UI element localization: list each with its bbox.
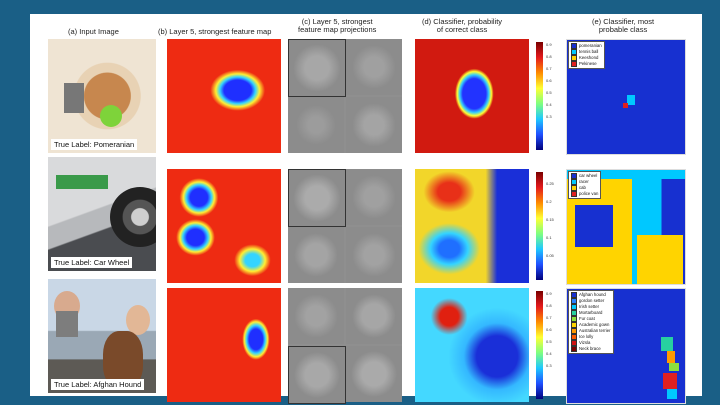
legend-swatch (571, 340, 577, 346)
legend-swatch (571, 173, 577, 179)
legend-swatch (571, 179, 577, 185)
legend-swatch (571, 185, 577, 191)
colorbar-3 (536, 291, 543, 399)
colorbar-1 (536, 42, 543, 150)
green-ball (100, 105, 122, 127)
header-most-probable: (e) Classifier, most probable class (592, 17, 655, 34)
input-image-afghan-hound: True Label: Afghan Hound (48, 279, 156, 393)
legend-swatch (571, 43, 577, 49)
legend-swatch (571, 346, 577, 352)
header-input-image: (a) Input Image (68, 27, 119, 36)
legend-swatch (571, 61, 577, 67)
legend-1: pomeranian tennis ball Keeshond Pekinese (568, 41, 605, 69)
colorbar-ticks-2: 0.25 0.2 0.15 0.1 0.05 (546, 181, 554, 258)
true-label: True Label: Afghan Hound (51, 379, 145, 390)
legend-swatch (571, 310, 577, 316)
input-image-car-wheel: True Label: Car Wheel (48, 157, 156, 271)
colorbar-ticks-1: 0.9 0.8 0.7 0.6 0.5 0.4 0.3 (546, 42, 552, 119)
feature-map-2 (167, 169, 281, 283)
occluder-square (56, 311, 78, 337)
dekra-logo (56, 175, 108, 189)
legend-swatch (571, 49, 577, 55)
legend-swatch (571, 298, 577, 304)
legend-swatch (571, 328, 577, 334)
wheel-shape (110, 187, 156, 247)
header-projections: (c) Layer 5, strongest feature map projec… (298, 17, 377, 34)
legend-3: Afghan hound gordon setter Irish setter … (568, 290, 614, 354)
occluder-square (64, 83, 84, 113)
feature-map-3 (167, 288, 281, 402)
true-label: True Label: Pomeranian (51, 139, 138, 150)
legend-2: car wheel racer cab police van (568, 171, 602, 199)
legend-swatch (571, 322, 577, 328)
projections-1 (288, 39, 402, 153)
projections-2 (288, 169, 402, 283)
legend-swatch (571, 316, 577, 322)
legend-swatch (571, 292, 577, 298)
input-image-pomeranian: True Label: Pomeranian (48, 39, 156, 153)
header-probability: (d) Classifier, probability of correct cl… (422, 17, 503, 34)
legend-swatch (571, 334, 577, 340)
colorbar-2 (536, 172, 543, 280)
true-label: True Label: Car Wheel (51, 257, 133, 268)
legend-swatch (571, 191, 577, 197)
probability-map-1 (415, 39, 529, 153)
feature-map-1 (167, 39, 281, 153)
legend-swatch (571, 304, 577, 310)
legend-swatch (571, 55, 577, 61)
probability-map-2 (415, 169, 529, 283)
person-right (126, 305, 150, 335)
colorbar-ticks-3: 0.9 0.8 0.7 0.6 0.5 0.4 0.3 (546, 291, 552, 368)
figure-panel: (a) Input Image (b) Layer 5, strongest f… (30, 14, 702, 404)
header-feature-map: (b) Layer 5, strongest feature map (158, 27, 272, 36)
projections-3 (288, 288, 402, 404)
probability-map-3 (415, 288, 529, 402)
